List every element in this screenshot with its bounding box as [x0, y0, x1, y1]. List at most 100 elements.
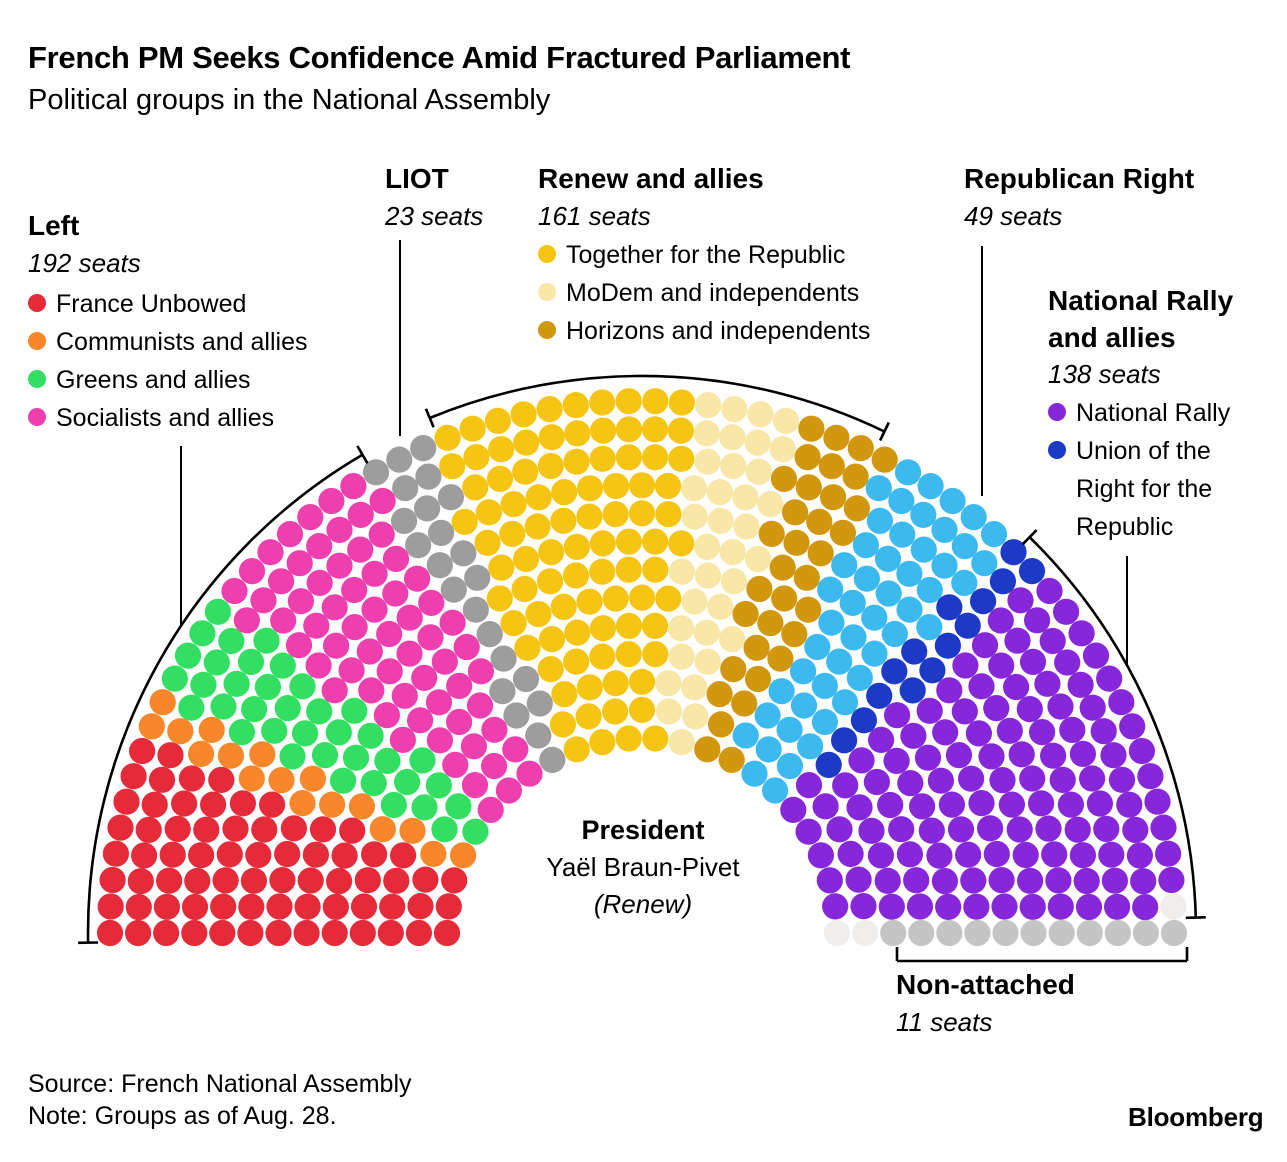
seat-dot: [326, 868, 353, 895]
seat-dot: [442, 751, 469, 779]
seat-dot: [526, 690, 553, 717]
seat-dot: [240, 867, 267, 894]
seat-dot: [127, 868, 154, 895]
seat-dot: [428, 519, 455, 547]
seat-dot: [537, 656, 564, 683]
seat-dot: [198, 716, 225, 744]
seat-dot: [254, 673, 281, 701]
seat-dot: [386, 446, 413, 473]
seat-dot: [655, 670, 682, 697]
seat-dot: [303, 612, 330, 639]
seat-dot: [1049, 766, 1076, 794]
seat-dot: [878, 893, 905, 920]
seat-dot: [425, 772, 452, 799]
seat-dot: [251, 816, 278, 843]
seat-dot: [916, 697, 943, 724]
seat-dot: [755, 736, 782, 763]
seat-dot: [499, 520, 526, 548]
seat-dot: [931, 552, 958, 579]
seat-dot: [1104, 893, 1131, 920]
legend-item: Together for the Republic: [538, 236, 870, 274]
seat-dot: [754, 702, 781, 729]
seat-dot: [148, 766, 176, 793]
legend-item: Union of the Right for the Republic: [1048, 432, 1252, 546]
seat-dot: [628, 500, 656, 527]
seat-dot: [914, 744, 942, 771]
seat-dot: [309, 816, 337, 843]
legend-item: Communists and allies: [28, 323, 308, 361]
seat-dot: [476, 621, 503, 648]
seat-dot: [125, 894, 152, 921]
seat-dot: [342, 744, 370, 771]
seat-dot: [628, 696, 656, 724]
seat-dot: [1006, 816, 1033, 843]
seat-dot: [927, 767, 955, 794]
seat-dot: [280, 815, 307, 842]
seat-dot: [356, 638, 383, 665]
seat-dot: [693, 619, 720, 646]
seat-dot: [369, 816, 396, 843]
seat-dot: [693, 420, 720, 447]
seat-dot: [184, 867, 211, 895]
seat-dot: [741, 760, 768, 787]
seat-dot: [204, 598, 231, 625]
seat-dot: [867, 842, 895, 869]
seat-dot: [707, 593, 734, 621]
seat-dot: [460, 733, 487, 760]
seat-dot: [394, 768, 421, 796]
seat-dot: [963, 893, 990, 920]
seat-dot: [376, 620, 403, 648]
seat-dot: [773, 407, 800, 434]
seat-dot: [707, 507, 734, 534]
seat-dot: [776, 716, 803, 743]
seat-dot: [845, 866, 872, 893]
seat-dot: [694, 448, 721, 475]
seat-dot: [794, 444, 821, 471]
seat-dot: [420, 840, 447, 868]
legend-liot-seats: 23 seats: [385, 201, 484, 231]
seat-dot: [181, 893, 209, 921]
seat-dot: [318, 487, 345, 515]
seat-dot: [757, 610, 784, 637]
seat-dot: [682, 703, 709, 730]
seat-dot: [880, 919, 907, 947]
seat-dot: [461, 772, 489, 799]
seat-dot: [391, 682, 418, 709]
seat-dot: [417, 624, 444, 651]
seat-dot: [939, 487, 966, 515]
legend-liot-title: LIOT: [385, 163, 449, 194]
seat-dot: [958, 765, 985, 792]
seat-dot: [602, 670, 629, 697]
seat-dot: [418, 589, 445, 617]
seat-dot: [321, 677, 348, 704]
seat-dot: [954, 612, 981, 639]
seat-dot: [758, 520, 785, 548]
seat-dot: [1008, 741, 1035, 768]
seat-dot: [1108, 689, 1135, 716]
seat-dot: [562, 392, 589, 419]
seat-dot: [655, 585, 682, 612]
seat-dot: [1126, 842, 1153, 869]
seat-dot: [719, 424, 746, 451]
seat-dot: [848, 747, 875, 774]
seat-dot: [514, 634, 541, 661]
seat-dot: [138, 713, 165, 740]
seat-dot: [615, 641, 642, 668]
seat-dot: [221, 577, 248, 605]
seat-dot: [373, 702, 400, 729]
seat-dot: [286, 550, 313, 577]
seat-dot: [889, 521, 916, 548]
seat-dot: [135, 816, 162, 844]
seat-dot: [174, 642, 202, 669]
seat-dot: [768, 678, 795, 705]
seat-dot: [1144, 788, 1171, 815]
seat-dot: [589, 530, 616, 557]
seat-dot: [850, 893, 877, 920]
seat-dot: [512, 458, 539, 485]
seat-dot: [321, 594, 348, 621]
seat-dot: [1137, 763, 1164, 790]
seat-dot: [536, 396, 563, 423]
seat-dot: [680, 475, 708, 502]
legend-item-label: Union of the Right for the Republic: [1076, 437, 1213, 541]
seat-dot: [1040, 742, 1067, 769]
